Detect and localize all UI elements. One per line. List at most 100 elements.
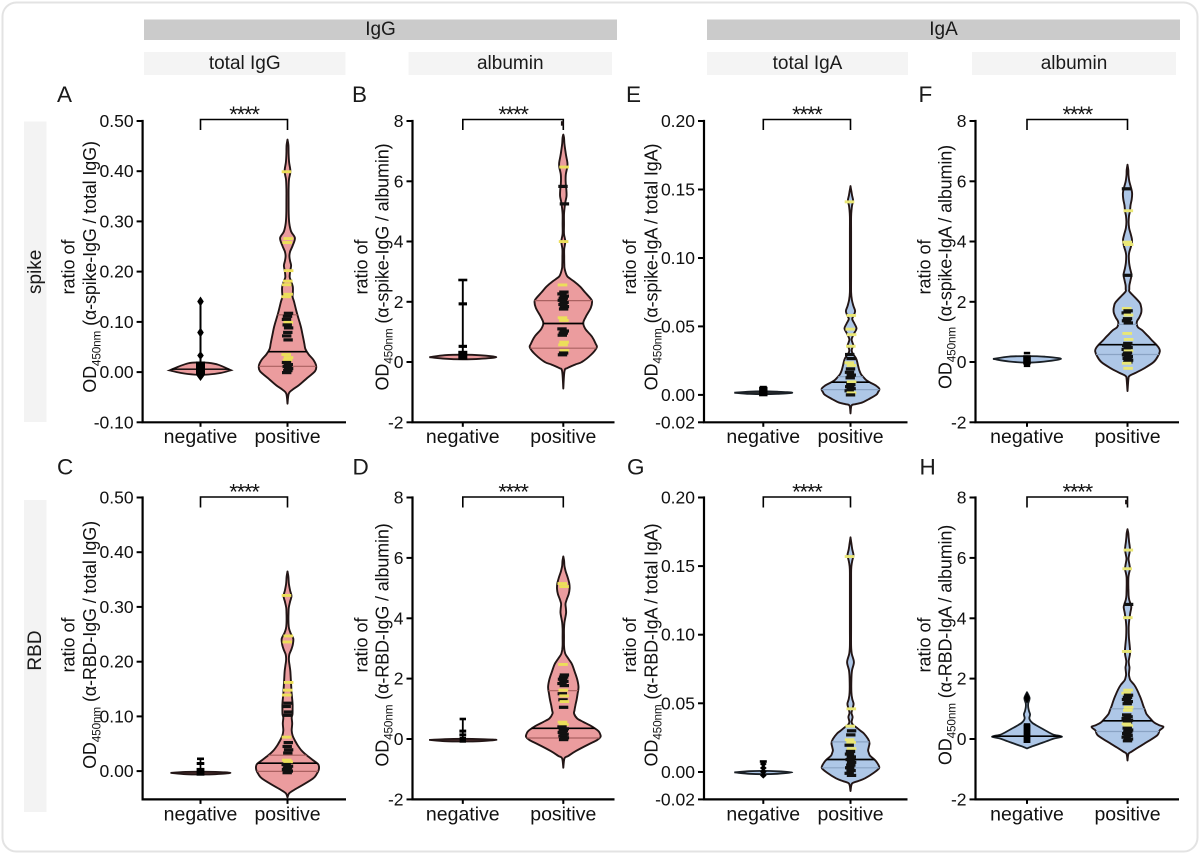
svg-text:ratio of: ratio of [915,238,935,294]
svg-text:0.15: 0.15 [661,180,695,200]
svg-text:0.05: 0.05 [661,693,695,713]
svg-text:****: **** [229,102,260,127]
svg-text:B: B [352,82,367,107]
svg-text:A: A [57,82,72,107]
svg-text:2: 2 [394,669,404,689]
svg-text:G: G [627,455,645,480]
svg-text:spike: spike [25,250,46,294]
svg-text:0.10: 0.10 [661,625,695,645]
svg-text:0.20: 0.20 [661,111,695,131]
svg-text:positive: positive [817,804,883,826]
svg-text:0: 0 [394,729,404,749]
svg-text:6: 6 [957,171,967,191]
svg-text:2: 2 [394,292,404,312]
svg-text:negative: negative [990,804,1064,826]
svg-text:ratio of: ratio of [620,238,640,294]
svg-text:positive: positive [254,804,320,826]
svg-text:-2: -2 [388,412,404,432]
svg-text:-2: -2 [951,789,967,809]
svg-text:0.10: 0.10 [100,312,134,332]
svg-text:0.05: 0.05 [661,316,695,336]
svg-text:OD450nm (α-spike-IgG / albumin: OD450nm (α-spike-IgG / albumin) [373,144,396,391]
svg-text:negative: negative [426,426,500,448]
svg-text:positive: positive [1094,426,1160,448]
svg-text:negative: negative [726,804,800,826]
svg-text:-2: -2 [388,789,404,809]
svg-text:total IgA: total IgA [773,53,843,74]
svg-text:negative: negative [426,804,500,826]
svg-text:IgG: IgG [365,19,396,40]
svg-text:0.50: 0.50 [100,111,134,131]
svg-text:0: 0 [957,352,967,372]
svg-text:ratio of: ratio of [915,616,935,672]
svg-text:ratio of: ratio of [620,616,640,672]
svg-text:0.00: 0.00 [661,762,695,782]
svg-text:8: 8 [394,488,404,508]
svg-text:0: 0 [394,352,404,372]
svg-text:0.20: 0.20 [661,488,695,508]
svg-text:8: 8 [957,111,967,131]
svg-text:H: H [920,455,936,480]
svg-text:E: E [626,82,641,107]
svg-text:0.30: 0.30 [100,597,134,617]
svg-text:0.00: 0.00 [100,362,134,382]
svg-text:-0.02: -0.02 [655,412,695,432]
svg-text:positive: positive [254,426,320,448]
svg-text:ratio of: ratio of [352,616,372,672]
svg-text:ratio of: ratio of [59,616,79,672]
svg-text:positive: positive [530,426,596,448]
svg-text:-0.02: -0.02 [655,789,695,809]
svg-text:2: 2 [957,292,967,312]
svg-text:0.40: 0.40 [100,542,134,562]
svg-text:0.00: 0.00 [661,385,695,405]
svg-text:0.30: 0.30 [100,211,134,231]
svg-text:negative: negative [726,426,800,448]
svg-text:6: 6 [394,548,404,568]
svg-text:****: **** [1063,102,1094,127]
svg-text:8: 8 [957,488,967,508]
svg-text:-2: -2 [951,412,967,432]
svg-text:****: **** [498,480,529,505]
svg-text:****: **** [1063,480,1094,505]
svg-text:negative: negative [164,804,238,826]
svg-text:positive: positive [530,804,596,826]
svg-text:0.15: 0.15 [661,556,695,576]
svg-text:****: **** [229,480,260,505]
svg-text:OD450nm (α-spike-IgA / total I: OD450nm (α-spike-IgA / total IgA) [642,144,665,391]
svg-text:2: 2 [957,669,967,689]
svg-text:ratio of: ratio of [59,238,79,294]
svg-text:****: **** [498,102,529,127]
svg-text:4: 4 [394,608,404,628]
svg-text:ratio of: ratio of [352,238,372,294]
svg-text:positive: positive [817,426,883,448]
svg-text:positive: positive [1094,804,1160,826]
svg-text:C: C [57,455,73,480]
svg-text:4: 4 [394,232,404,252]
svg-text:6: 6 [394,171,404,191]
svg-text:0.10: 0.10 [661,248,695,268]
svg-text:0.20: 0.20 [100,262,134,282]
svg-text:0.00: 0.00 [100,761,134,781]
svg-text:total IgG: total IgG [209,53,281,74]
svg-text:negative: negative [990,426,1064,448]
svg-text:albumin: albumin [477,53,544,74]
svg-text:0.10: 0.10 [100,706,134,726]
svg-text:OD450nm (α-RBD-IgG / total IgG: OD450nm (α-RBD-IgG / total IgG) [80,521,103,769]
svg-text:negative: negative [164,426,238,448]
svg-text:8: 8 [394,111,404,131]
svg-text:RBD: RBD [25,630,46,670]
svg-text:4: 4 [957,232,967,252]
svg-text:-0.10: -0.10 [94,412,134,432]
svg-text:D: D [353,455,369,480]
svg-text:0.50: 0.50 [100,488,134,508]
svg-text:4: 4 [957,608,967,628]
svg-text:OD450nm (α-spike-IgG / total I: OD450nm (α-spike-IgG / total IgG) [80,141,103,393]
svg-text:F: F [919,82,933,107]
svg-text:****: **** [792,102,823,127]
svg-text:0: 0 [957,729,967,749]
svg-text:albumin: albumin [1041,53,1108,74]
svg-text:6: 6 [957,548,967,568]
svg-text:0.20: 0.20 [100,652,134,672]
svg-text:****: **** [792,480,823,505]
svg-text:IgA: IgA [929,19,958,40]
